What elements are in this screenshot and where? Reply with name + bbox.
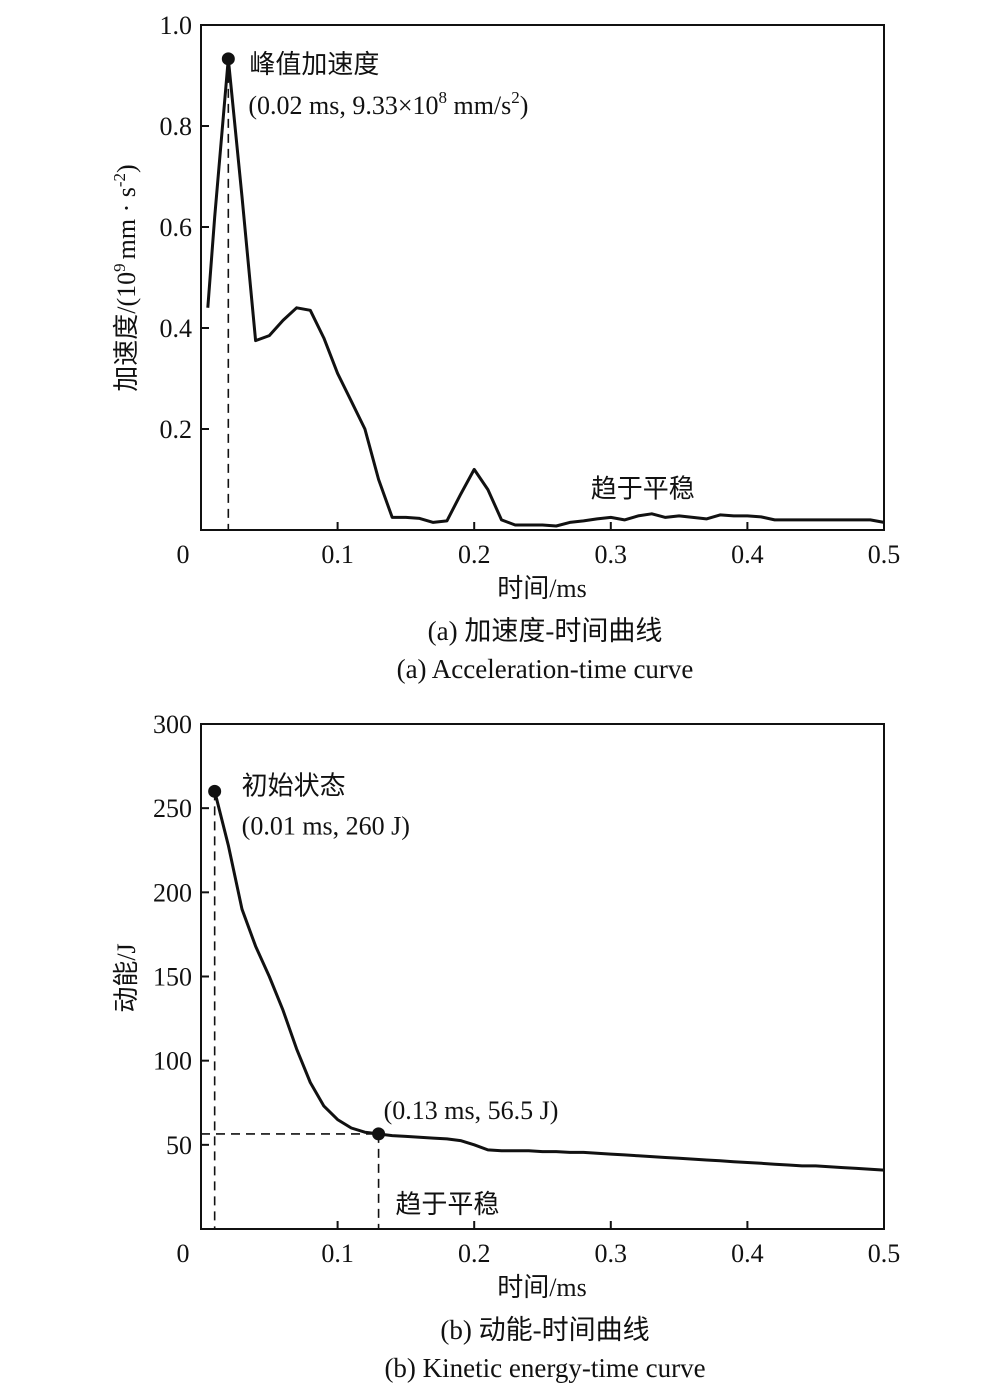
- caption-b-en: (b) Kinetic energy-time curve: [384, 1353, 705, 1383]
- annotation-coords-part: mm/s: [447, 91, 511, 120]
- annotation-coords-part: 2: [511, 88, 520, 107]
- y-label-a-part2: mm · s: [112, 187, 141, 259]
- y-tick-label: 50: [166, 1131, 192, 1160]
- kinetic-energy-curve: [213, 790, 885, 1172]
- y-tick-label: 250: [153, 794, 192, 823]
- y-tick-label: 0.6: [160, 213, 193, 242]
- y-label-a-exp: 9: [110, 263, 129, 272]
- x-axis-label-b: 时间/ms: [497, 1273, 587, 1302]
- ticks-b: 0 0.1 0.2 0.3 0.4 0.5 50 100 150 200 250 300: [153, 710, 900, 1268]
- caption-a-cn: (a) 加速度-时间曲线: [428, 616, 663, 646]
- x-tick-label: 0.4: [731, 1239, 764, 1268]
- annotation-title: 峰值加速度: [249, 50, 379, 79]
- y-tick-label: 0.2: [160, 415, 193, 444]
- y-tick-label: 1.0: [160, 11, 193, 40]
- x-tick-label: 0: [177, 540, 190, 569]
- annotation-coords-part: ): [520, 91, 529, 120]
- x-tick-label: 0.3: [595, 540, 628, 569]
- annotation-label: 趋于平稳: [591, 474, 695, 503]
- y-label-a-part1: 加速度/(10: [112, 272, 141, 392]
- y-tick-label: 0.8: [160, 112, 193, 141]
- x-axis-label-a: 时间/ms: [497, 574, 587, 603]
- x-tick-label: 0.5: [868, 1239, 901, 1268]
- annotation-point: [372, 1127, 386, 1141]
- y-label-a-close: ): [112, 164, 141, 173]
- annotation-coords: (0.01 ms, 260 J): [242, 811, 410, 840]
- annotation-title: 初始状态: [242, 771, 346, 800]
- annotations-a: 峰值加速度 (0.02 ms, 9.33×108 mm/s2) 趋于平稳: [221, 50, 695, 530]
- annotation-coords: (0.13 ms, 56.5 J): [384, 1096, 559, 1125]
- y-tick-label: 150: [153, 963, 192, 992]
- plot-frame-a: [200, 24, 885, 531]
- acceleration-curve: [206, 57, 885, 528]
- annotation-coords-part: (0.02 ms, 9.33×10: [248, 91, 438, 120]
- y-label-a-exp2: -2: [110, 173, 129, 187]
- x-tick-label: 0: [177, 1239, 190, 1268]
- x-tick-label: 0.2: [458, 540, 491, 569]
- annotation-coords: (0.02 ms, 9.33×108 mm/s2): [248, 88, 528, 120]
- caption-a-en: (a) Acceleration-time curve: [397, 654, 694, 684]
- y-axis-label-a: 加速度/(109 mm · s-2): [110, 164, 141, 391]
- x-tick-label: 0.1: [321, 540, 354, 569]
- y-axis-label-b: 动能/J: [112, 943, 141, 1012]
- ticks-a: 0 0.1 0.2 0.3 0.4 0.5 0.2 0.4 0.6 0.8 1.0: [160, 11, 901, 569]
- caption-b-cn: (b) 动能-时间曲线: [440, 1315, 649, 1345]
- annotations-b: 初始状态 (0.01 ms, 260 J) (0.13 ms, 56.5 J) 趋于平…: [201, 771, 558, 1229]
- x-tick-label: 0.5: [868, 540, 901, 569]
- annotation-point: [221, 52, 235, 66]
- annotation-point: [208, 784, 222, 798]
- annotation-label: 趋于平稳: [395, 1190, 499, 1219]
- x-tick-label: 0.3: [595, 1239, 628, 1268]
- y-tick-label: 0.4: [160, 314, 193, 343]
- y-tick-label: 200: [153, 878, 192, 907]
- y-tick-label: 300: [153, 710, 192, 739]
- x-tick-label: 0.4: [731, 540, 764, 569]
- x-tick-label: 0.2: [458, 1239, 491, 1268]
- panel-b: 0 0.1 0.2 0.3 0.4 0.5 50 100 150 200 250 300 初始状态 (0…: [112, 710, 900, 1383]
- annotation-coords-part: 8: [438, 88, 447, 107]
- x-tick-label: 0.1: [321, 1239, 354, 1268]
- y-tick-label: 100: [153, 1047, 192, 1076]
- panel-a: 0 0.1 0.2 0.3 0.4 0.5 0.2 0.4 0.6 0.8 1.0 峰值加速度 (0.…: [110, 11, 900, 684]
